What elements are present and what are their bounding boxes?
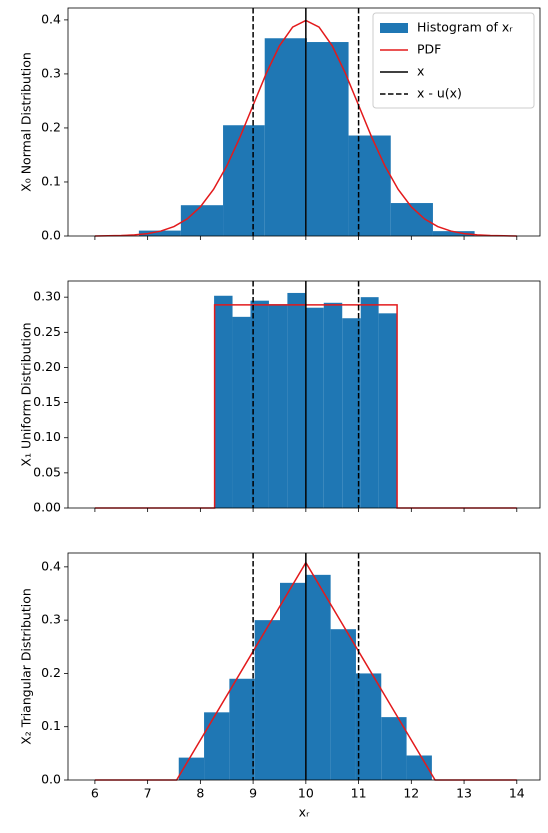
- legend-label: Histogram of xᵣ: [417, 20, 513, 35]
- histogram-bar: [348, 135, 391, 236]
- histogram-bar: [229, 678, 255, 780]
- y-axis-label: X₂ Triangular Distribution: [19, 588, 34, 745]
- axes-frame: [67, 280, 541, 509]
- histogram-bar: [204, 712, 230, 780]
- x-tick-label: 10: [298, 786, 314, 801]
- y-tick-label: 0.0: [41, 772, 61, 787]
- x-tick-label: 9: [249, 786, 257, 801]
- histogram-bar: [280, 582, 306, 780]
- y-tick-label: 0.25: [33, 324, 61, 339]
- histogram-bar: [360, 297, 379, 508]
- y-tick-label: 0.30: [33, 289, 61, 304]
- legend-label: x: [417, 64, 424, 79]
- histogram-bar: [378, 313, 398, 508]
- x-tick-label: 6: [91, 786, 99, 801]
- histogram-bar: [254, 620, 281, 780]
- axes-frame: [67, 552, 541, 781]
- x-tick-label: 11: [351, 786, 367, 801]
- histogram-bar: [330, 629, 356, 780]
- histogram-bar: [264, 38, 307, 237]
- histogram-bar: [287, 292, 306, 508]
- y-tick-label: 0.05: [33, 464, 61, 479]
- axes-frame: [67, 7, 541, 237]
- legend-box: [372, 12, 535, 109]
- histogram-bar: [305, 307, 324, 508]
- y-tick-label: 0.20: [33, 359, 61, 374]
- x-tick-label: 14: [509, 786, 525, 801]
- histogram-bar: [180, 205, 224, 236]
- x-axis-label: xᵣ: [299, 805, 310, 820]
- y-tick-label: 0.1: [41, 718, 61, 733]
- histogram-bar: [178, 757, 205, 780]
- y-tick-label: 0.0: [41, 228, 61, 243]
- x-tick-label: 7: [144, 786, 152, 801]
- histogram-bar: [305, 574, 331, 780]
- x-tick-label: 12: [403, 786, 419, 801]
- histogram-bar: [323, 302, 343, 508]
- histogram-bar: [306, 42, 349, 236]
- legend-label: x - u(x): [417, 86, 462, 101]
- y-tick-label: 0.2: [41, 119, 61, 134]
- y-tick-label: 0.3: [41, 612, 61, 627]
- y-tick-label: 0.2: [41, 665, 61, 680]
- x-tick-label: 13: [456, 786, 472, 801]
- y-tick-label: 0.10: [33, 429, 61, 444]
- y-tick-label: 0.3: [41, 65, 61, 80]
- histogram-bar: [232, 316, 251, 508]
- histogram-bar: [355, 673, 382, 780]
- histogram-bar: [223, 125, 265, 236]
- x-tick-label: 8: [196, 786, 204, 801]
- y-tick-label: 0.15: [33, 394, 61, 409]
- y-tick-label: 0.1: [41, 173, 61, 188]
- legend-swatch: [380, 23, 408, 33]
- histogram-bar: [214, 295, 233, 508]
- y-axis-label: X₁ Uniform Distribution: [19, 322, 34, 466]
- legend-label: PDF: [417, 42, 441, 57]
- histogram-bar: [138, 230, 181, 236]
- histogram-bar: [432, 231, 475, 236]
- histogram-bar: [342, 318, 361, 508]
- y-tick-label: 0.4: [41, 558, 61, 573]
- y-tick-label: 0.00: [33, 500, 61, 515]
- histogram-bar: [381, 717, 407, 780]
- histogram-bar: [268, 304, 288, 508]
- histogram-bar: [250, 300, 269, 508]
- y-axis-label: X₀ Normal Distribution: [19, 52, 34, 192]
- y-tick-label: 0.4: [41, 11, 61, 26]
